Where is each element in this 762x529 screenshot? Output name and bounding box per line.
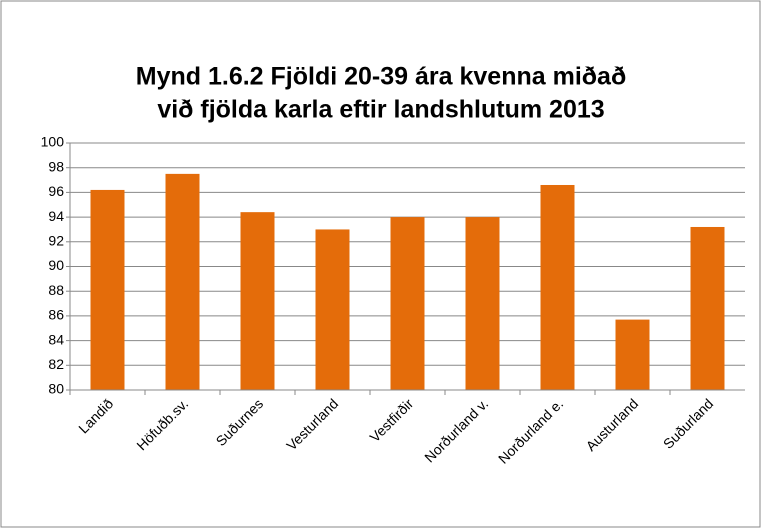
y-tick-label: 88 — [48, 282, 64, 298]
y-tick-label: 90 — [48, 257, 64, 273]
bar — [90, 189, 125, 390]
y-tick-label: 94 — [48, 208, 64, 224]
y-tick-label: 96 — [48, 183, 64, 199]
bar — [390, 217, 425, 390]
y-tick-label: 84 — [48, 331, 64, 347]
y-tick-label: 86 — [48, 307, 64, 323]
y-tick-label: 100 — [41, 134, 65, 150]
bar — [615, 319, 650, 390]
bar — [315, 229, 350, 390]
y-tick-label: 80 — [48, 381, 64, 397]
y-tick-label: 92 — [48, 233, 64, 249]
bar — [240, 212, 275, 390]
bar — [465, 217, 500, 390]
y-tick-label: 82 — [48, 356, 64, 372]
chart-title: við fjölda karla eftir landshlutum 2013 — [157, 96, 604, 124]
bar — [690, 226, 725, 390]
y-tick-label: 98 — [48, 158, 64, 174]
bar — [540, 184, 575, 390]
chart-title: Mynd 1.6.2 Fjöldi 20-39 ára kvenna miðað — [136, 63, 626, 91]
bar — [165, 173, 200, 390]
